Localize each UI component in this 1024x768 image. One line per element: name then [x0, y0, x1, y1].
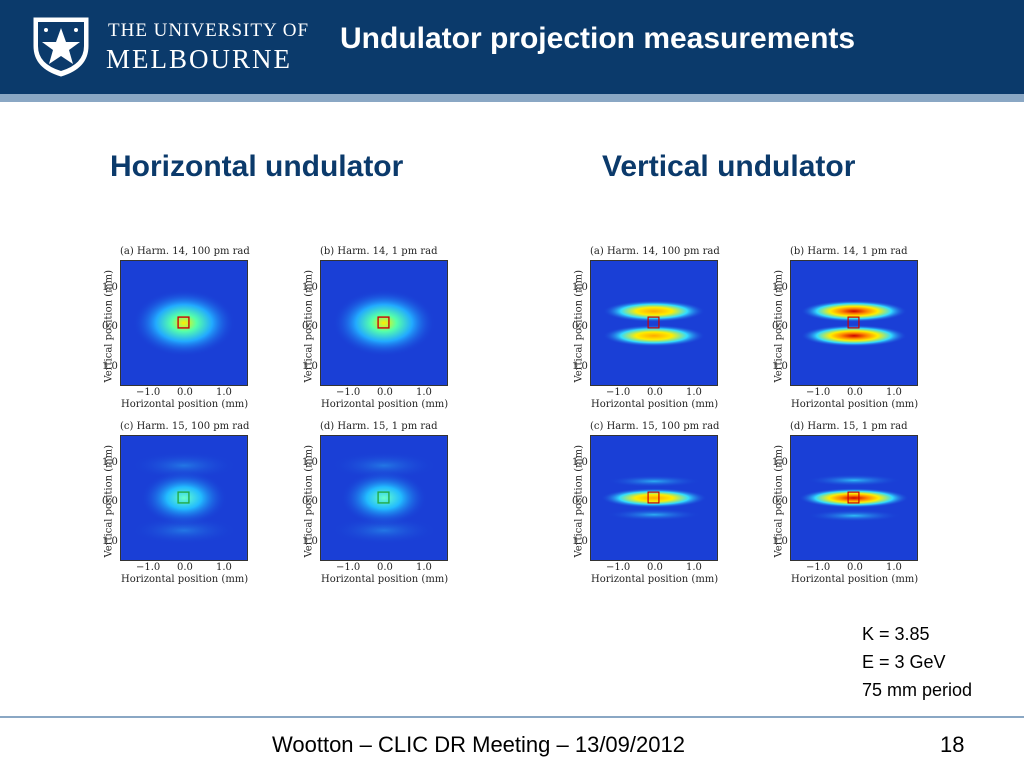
- vertical-panel-d: (d) Harm. 15, 1 pm rad Vertical position…: [764, 421, 934, 591]
- panel-title: (a) Harm. 14, 100 pm rad: [590, 246, 720, 257]
- y-tick: 0.0: [102, 321, 118, 332]
- y-tick: 1.0: [572, 361, 588, 372]
- panel-title: (b) Harm. 14, 1 pm rad: [790, 246, 908, 257]
- x-axis-label: Horizontal position (mm): [791, 399, 919, 410]
- vertical-panel-b: (b) Harm. 14, 1 pm rad Vertical position…: [764, 246, 934, 416]
- x-tick: 1.0: [886, 387, 902, 398]
- y-tick: 1.0: [302, 361, 318, 372]
- param-k: K = 3.85: [862, 624, 930, 644]
- x-tick: 0.0: [647, 562, 663, 573]
- param-period: 75 mm period: [862, 680, 973, 700]
- y-tick: 0.0: [572, 496, 588, 507]
- x-tick: −1.0: [136, 387, 161, 398]
- y-tick: 1.0: [302, 282, 318, 293]
- y-tick: 0.0: [302, 321, 318, 332]
- y-tick: 1.0: [772, 361, 788, 372]
- y-tick: 1.0: [102, 457, 118, 468]
- panel-title: (d) Harm. 15, 1 pm rad: [320, 421, 438, 432]
- x-tick: 0.0: [377, 562, 393, 573]
- y-tick: 1.0: [302, 536, 318, 547]
- param-energy: E = 3 GeV: [862, 652, 946, 672]
- slide-title: Undulator projection measurements: [340, 22, 856, 55]
- y-tick: 1.0: [772, 457, 788, 468]
- panel-title: (a) Harm. 14, 100 pm rad: [120, 246, 250, 257]
- y-tick: 0.0: [772, 321, 788, 332]
- vertical-panel-a: (a) Harm. 14, 100 pm rad Vertical positi…: [564, 246, 734, 416]
- vertical-undulator-heading: Vertical undulator: [602, 150, 856, 183]
- y-tick: 1.0: [102, 361, 118, 372]
- y-tick: 1.0: [772, 282, 788, 293]
- x-axis-label: Horizontal position (mm): [321, 574, 449, 585]
- y-tick: 1.0: [302, 457, 318, 468]
- panel-title: (b) Harm. 14, 1 pm rad: [320, 246, 438, 257]
- horizontal-panel-b: (b) Harm. 14, 1 pm rad Vertical position…: [294, 246, 464, 416]
- y-tick: 0.0: [572, 321, 588, 332]
- y-tick: 1.0: [102, 282, 118, 293]
- x-tick: 0.0: [177, 387, 193, 398]
- x-axis-label: Horizontal position (mm): [791, 574, 919, 585]
- x-tick: 1.0: [216, 387, 232, 398]
- x-tick: 0.0: [177, 562, 193, 573]
- x-tick: 0.0: [377, 387, 393, 398]
- y-tick: 1.0: [572, 457, 588, 468]
- intensity-map: [120, 435, 248, 561]
- x-tick: −1.0: [336, 562, 361, 573]
- x-tick: −1.0: [136, 562, 161, 573]
- vertical-panel-c: (c) Harm. 15, 100 pm rad Vertical positi…: [564, 421, 734, 591]
- x-tick: −1.0: [806, 387, 831, 398]
- y-tick: 0.0: [772, 496, 788, 507]
- undulator-parameters: K = 3.85 E = 3 GeV 75 mm period: [862, 620, 972, 704]
- header-divider: [0, 94, 1024, 102]
- panel-title: (c) Harm. 15, 100 pm rad: [590, 421, 720, 432]
- y-tick: 1.0: [102, 536, 118, 547]
- x-axis-label: Horizontal position (mm): [591, 574, 719, 585]
- x-tick: 1.0: [416, 562, 432, 573]
- x-tick: −1.0: [606, 387, 631, 398]
- horizontal-panel-c: (c) Harm. 15, 100 pm rad Vertical positi…: [94, 421, 264, 591]
- intensity-map: [790, 260, 918, 386]
- university-crest-icon: [33, 17, 89, 77]
- horizontal-panel-a: (a) Harm. 14, 100 pm rad Vertical positi…: [94, 246, 264, 416]
- x-tick: 0.0: [647, 387, 663, 398]
- intensity-map: [320, 435, 448, 561]
- x-axis-label: Horizontal position (mm): [121, 574, 249, 585]
- university-name-line1: THE UNIVERSITY OF: [108, 20, 310, 41]
- footer-text: Wootton – CLIC DR Meeting – 13/09/2012: [272, 732, 685, 757]
- intensity-map: [790, 435, 918, 561]
- x-tick: 1.0: [216, 562, 232, 573]
- x-tick: −1.0: [336, 387, 361, 398]
- intensity-map: [590, 260, 718, 386]
- y-tick: 0.0: [102, 496, 118, 507]
- intensity-map: [120, 260, 248, 386]
- slide-number: 18: [940, 732, 965, 757]
- university-name-line2: MELBOURNE: [106, 44, 292, 74]
- horizontal-undulator-heading: Horizontal undulator: [110, 150, 404, 183]
- x-tick: 0.0: [847, 562, 863, 573]
- x-axis-label: Horizontal position (mm): [121, 399, 249, 410]
- y-tick: 0.0: [302, 496, 318, 507]
- x-axis-label: Horizontal position (mm): [591, 399, 719, 410]
- x-tick: 0.0: [847, 387, 863, 398]
- x-tick: −1.0: [606, 562, 631, 573]
- x-tick: −1.0: [806, 562, 831, 573]
- x-tick: 1.0: [886, 562, 902, 573]
- panel-title: (c) Harm. 15, 100 pm rad: [120, 421, 250, 432]
- header-bar: THE UNIVERSITY OF MELBOURNE Undulator pr…: [0, 0, 1024, 94]
- x-tick: 1.0: [686, 562, 702, 573]
- y-tick: 1.0: [572, 282, 588, 293]
- panel-title: (d) Harm. 15, 1 pm rad: [790, 421, 908, 432]
- y-tick: 1.0: [772, 536, 788, 547]
- horizontal-panel-d: (d) Harm. 15, 1 pm rad Vertical position…: [294, 421, 464, 591]
- x-axis-label: Horizontal position (mm): [321, 399, 449, 410]
- intensity-map: [590, 435, 718, 561]
- footer-divider: [0, 716, 1024, 718]
- x-tick: 1.0: [686, 387, 702, 398]
- intensity-map: [320, 260, 448, 386]
- x-tick: 1.0: [416, 387, 432, 398]
- y-tick: 1.0: [572, 536, 588, 547]
